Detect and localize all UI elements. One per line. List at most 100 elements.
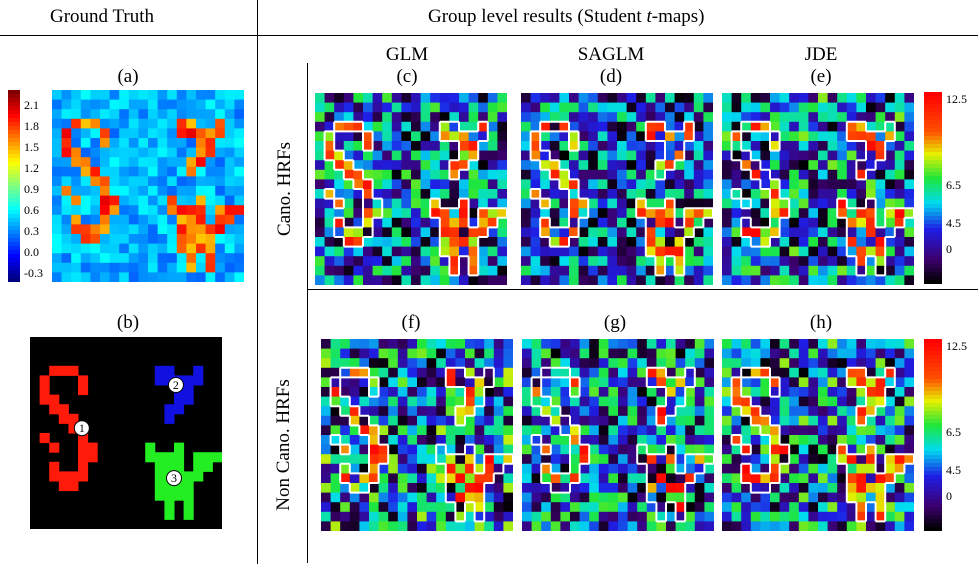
gt-cell xyxy=(234,99,244,110)
tmap-cell xyxy=(731,112,742,123)
tmap-cell xyxy=(549,198,560,209)
tmap-cell xyxy=(598,473,609,484)
tmap-cell xyxy=(818,256,829,267)
tmap-cell xyxy=(798,406,809,417)
tmap-colorbar-segment xyxy=(924,144,942,149)
panel-label-e: (e) xyxy=(810,66,832,87)
tmap-cell xyxy=(407,396,418,407)
tmap-cell xyxy=(541,396,552,407)
tmap-cell xyxy=(666,406,677,417)
tmap-cell xyxy=(798,237,809,248)
mask-region-cell xyxy=(174,452,185,463)
tmap-cell xyxy=(685,435,696,446)
tmap-cell xyxy=(449,208,460,219)
tmap-cell xyxy=(549,131,560,142)
tmap-cell xyxy=(349,502,360,513)
tmap-cell xyxy=(760,112,771,123)
tmap-colorbar-segment xyxy=(924,112,942,117)
tmap-cell xyxy=(856,160,867,171)
tmap-cell xyxy=(324,237,335,248)
tmap-cell xyxy=(789,358,800,369)
tmap-cell xyxy=(570,415,581,426)
tmap-cell xyxy=(549,227,560,238)
tmap-cell xyxy=(359,348,370,359)
gt-cell xyxy=(234,176,244,187)
tmap-cell xyxy=(417,492,428,503)
gt-cell xyxy=(148,109,159,120)
tmap-cell xyxy=(353,237,364,248)
gt-cell xyxy=(176,90,187,101)
tmap-cell xyxy=(324,189,335,200)
tmap-cell xyxy=(750,237,761,248)
tmap-cell xyxy=(588,227,599,238)
tmap-cell xyxy=(382,179,393,190)
tmap-cell xyxy=(636,121,647,132)
gt-cell xyxy=(52,99,63,110)
tmap-cell xyxy=(589,521,600,531)
tmap-cell xyxy=(579,367,590,378)
tmap-cell xyxy=(722,131,733,142)
tmap-cell xyxy=(321,358,332,369)
tmap-cell xyxy=(760,473,771,484)
tmap-cell xyxy=(760,502,771,513)
tmap-cell xyxy=(474,483,485,494)
tmap-cell xyxy=(875,339,886,350)
tmap-cell xyxy=(827,435,838,446)
tmap-cell xyxy=(608,348,619,359)
tmap-cell xyxy=(468,246,479,257)
mask-region-cell xyxy=(174,404,185,415)
tmap-cell xyxy=(598,502,609,513)
tmap-cell xyxy=(388,473,399,484)
tmap-cell xyxy=(846,227,857,238)
tmap-cell xyxy=(684,141,695,152)
tmap-cell xyxy=(837,93,848,104)
tmap-cell xyxy=(875,237,886,248)
tmap-cell xyxy=(656,454,667,465)
tmap-cell xyxy=(459,112,470,123)
tmap-cell xyxy=(694,358,705,369)
tmap-cell xyxy=(837,208,848,219)
tmap-cell xyxy=(779,511,790,522)
tmap-cell xyxy=(856,454,867,465)
tmap-cell xyxy=(866,396,877,407)
tmap-cell xyxy=(334,150,345,161)
tmap-cell xyxy=(741,150,752,161)
tmap-cell xyxy=(693,141,704,152)
gt-cell xyxy=(90,205,101,216)
tmap-cell xyxy=(420,198,431,209)
gt-colorbar-segment xyxy=(8,118,20,123)
tmap-cell xyxy=(474,367,485,378)
tmap-cell xyxy=(846,396,857,407)
gt-cell xyxy=(224,224,235,235)
gt-cell xyxy=(52,243,63,254)
tmap-cell xyxy=(618,483,629,494)
tmap-cell xyxy=(531,358,542,369)
tmap-cell xyxy=(598,339,609,350)
tmap-cell xyxy=(503,339,513,350)
tmap-cell xyxy=(894,102,905,113)
tmap-cell xyxy=(693,189,704,200)
tmap-cell xyxy=(503,396,513,407)
tmap-colorbar-segment xyxy=(924,172,942,177)
tmap-cell xyxy=(372,246,383,257)
tmap-cell xyxy=(722,339,733,350)
tmap-cell xyxy=(856,227,867,238)
tmap-cell xyxy=(846,483,857,494)
tmap-cell xyxy=(885,358,896,369)
tmap-cell xyxy=(478,208,489,219)
tmap-cell xyxy=(349,387,360,398)
gt-cell xyxy=(224,272,235,282)
gt-colorbar-segment xyxy=(8,218,20,223)
tmap-cell xyxy=(579,454,590,465)
tmap-cell xyxy=(578,208,589,219)
tmap-cell xyxy=(885,112,896,123)
tmap-cell xyxy=(465,396,476,407)
gt-cell xyxy=(196,147,207,158)
tmap-cell xyxy=(493,444,504,455)
tmap-cell xyxy=(760,425,771,436)
tmap-cell xyxy=(550,377,561,388)
tmap-cell xyxy=(827,275,838,285)
tmap-cell xyxy=(627,463,638,474)
tmap-cell xyxy=(731,396,742,407)
tmap-cell xyxy=(904,348,914,359)
